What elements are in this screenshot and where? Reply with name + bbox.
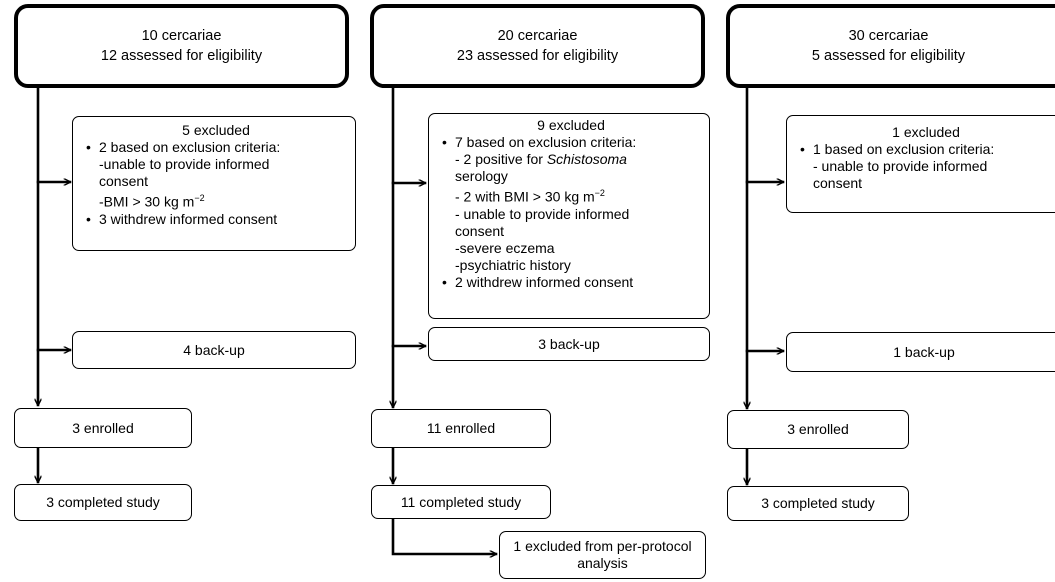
reason-text: - unable to provide informed: [455, 205, 630, 222]
col1-completed-label: 3 completed study: [46, 494, 160, 510]
reason-superscript: −2: [594, 188, 605, 198]
reason-text: -unable to provide informed: [99, 156, 270, 172]
excluded-reason-line: -unable to provide informed: [81, 156, 351, 173]
col1-completed-box: 3 completed study: [14, 484, 192, 521]
excluded-reason-line: • 2 based on exclusion criteria:: [81, 139, 351, 156]
col1-header-box: 10 cercariae 12 assessed for eligibility: [14, 4, 349, 88]
col1-assessed: 12 assessed for eligibility: [100, 48, 263, 64]
excluded-reason-line: • 7 based on exclusion criteria:: [437, 134, 705, 151]
excluded-reason-line: -BMI > 30 kg m−2: [81, 190, 351, 211]
col1-dose: 10 cercariae: [141, 28, 222, 44]
col2-excluded-title: 9 excluded: [537, 117, 605, 133]
col2-assessed: 23 assessed for eligibility: [456, 48, 619, 64]
col3-backup-label: 1 back-up: [893, 343, 955, 360]
col3-header-box: 30 cercariae 5 assessed for eligibility: [726, 4, 1055, 88]
col2-dose: 20 cercariae: [497, 28, 578, 44]
reason-text: - 2 positive for: [455, 151, 547, 167]
col2-completed-label: 11 completed study: [400, 493, 522, 510]
col3-dose: 30 cercariae: [848, 28, 929, 44]
col3-completed-box: 3 completed study: [727, 486, 909, 521]
col3-enrolled-label: 3 enrolled: [787, 421, 849, 437]
reason-text: -severe eczema: [455, 239, 555, 256]
reason-superscript: −2: [194, 193, 205, 203]
col3-excluded-title: 1 excluded: [892, 124, 960, 140]
col1-enrolled-label: 3 enrolled: [72, 419, 134, 436]
col2-completed-box: 11 completed study: [371, 485, 551, 519]
excluded-reason-line: consent: [437, 223, 705, 240]
col2-protocol-excluded-box: 1 excluded from per-protocol analysis: [499, 531, 706, 579]
col2-enrolled-box: 11 enrolled: [371, 409, 551, 448]
col3-backup-box: 1 back-up: [786, 332, 1055, 372]
excluded-reason-line: consent: [81, 173, 351, 190]
col2-backup-label: 3 back-up: [538, 335, 600, 352]
reason-text: consent: [99, 173, 149, 189]
excluded-reason-line: - unable to provide informed: [795, 158, 1055, 175]
col1-excluded-box: 5 excluded • 2 based on exclusion criteri…: [72, 116, 356, 251]
col3-excluded-reasons: • 1 based on exclusion criteria: - unable …: [795, 141, 1055, 192]
col1-excluded-title: 5 excluded: [182, 122, 250, 138]
col2-backup-box: 3 back-up: [428, 327, 710, 361]
reason-text: serology: [455, 168, 508, 184]
col1-backup-label: 4 back-up: [183, 341, 245, 358]
excluded-reason-line: • 1 based on exclusion criteria:: [795, 141, 1055, 158]
reason-text: - 2 with BMI > 30 kg m: [455, 188, 595, 205]
bullet-icon: •: [86, 210, 91, 227]
excluded-reason-line: - 2 with BMI > 30 kg m−2: [437, 185, 705, 206]
excluded-reason-line: -psychiatric history: [437, 257, 705, 274]
reason-text: consent: [813, 175, 863, 191]
excluded-reason-line: • 2 withdrew informed consent: [437, 274, 705, 291]
reason-text: consent: [455, 222, 505, 239]
col1-excluded-reasons: • 2 based on exclusion criteria: -unable t…: [81, 139, 351, 228]
bullet-icon: •: [442, 273, 447, 290]
reason-text: 2 based on exclusion criteria:: [99, 139, 281, 155]
col2-protocol-excluded-label: 1 excluded from per-protocol analysis: [513, 538, 692, 571]
bullet-icon: •: [800, 141, 805, 157]
col3-assessed: 5 assessed for eligibility: [811, 48, 966, 64]
reason-text: 7 based on exclusion criteria:: [455, 134, 637, 150]
excluded-reason-line: consent: [795, 175, 1055, 192]
col3-excluded-box: 1 excluded • 1 based on exclusion criteri…: [786, 115, 1055, 213]
reason-text: 2 withdrew informed consent: [455, 273, 634, 290]
excluded-reason-line: - 2 positive for Schistosoma: [437, 151, 705, 168]
bullet-icon: •: [442, 134, 447, 150]
excluded-reason-line: serology: [437, 168, 705, 185]
reason-text: -BMI > 30 kg m: [99, 193, 195, 210]
excluded-reason-line: -severe eczema: [437, 240, 705, 257]
excluded-reason-line: • 3 withdrew informed consent: [81, 211, 351, 228]
col2-enrolled-label: 11 enrolled: [426, 420, 496, 436]
col2-excluded-reasons: • 7 based on exclusion criteria: - 2 posit…: [437, 134, 705, 291]
reason-italic-text: Schistosoma: [546, 151, 627, 167]
col1-backup-box: 4 back-up: [72, 331, 356, 369]
col3-enrolled-box: 3 enrolled: [727, 410, 909, 449]
col3-completed-label: 3 completed study: [761, 495, 875, 511]
col2-header-box: 20 cercariae 23 assessed for eligibility: [370, 4, 705, 88]
reason-text: 3 withdrew informed consent: [99, 210, 278, 227]
col2-excluded-box: 9 excluded • 7 based on exclusion criteri…: [428, 113, 710, 319]
col2-protocol-arrow: [391, 516, 498, 554]
col1-enrolled-box: 3 enrolled: [14, 408, 192, 448]
bullet-icon: •: [86, 139, 91, 155]
reason-text: -psychiatric history: [455, 256, 571, 273]
reason-text: - unable to provide informed: [813, 158, 988, 174]
excluded-reason-line: - unable to provide informed: [437, 206, 705, 223]
reason-text: 1 based on exclusion criteria:: [813, 141, 995, 157]
